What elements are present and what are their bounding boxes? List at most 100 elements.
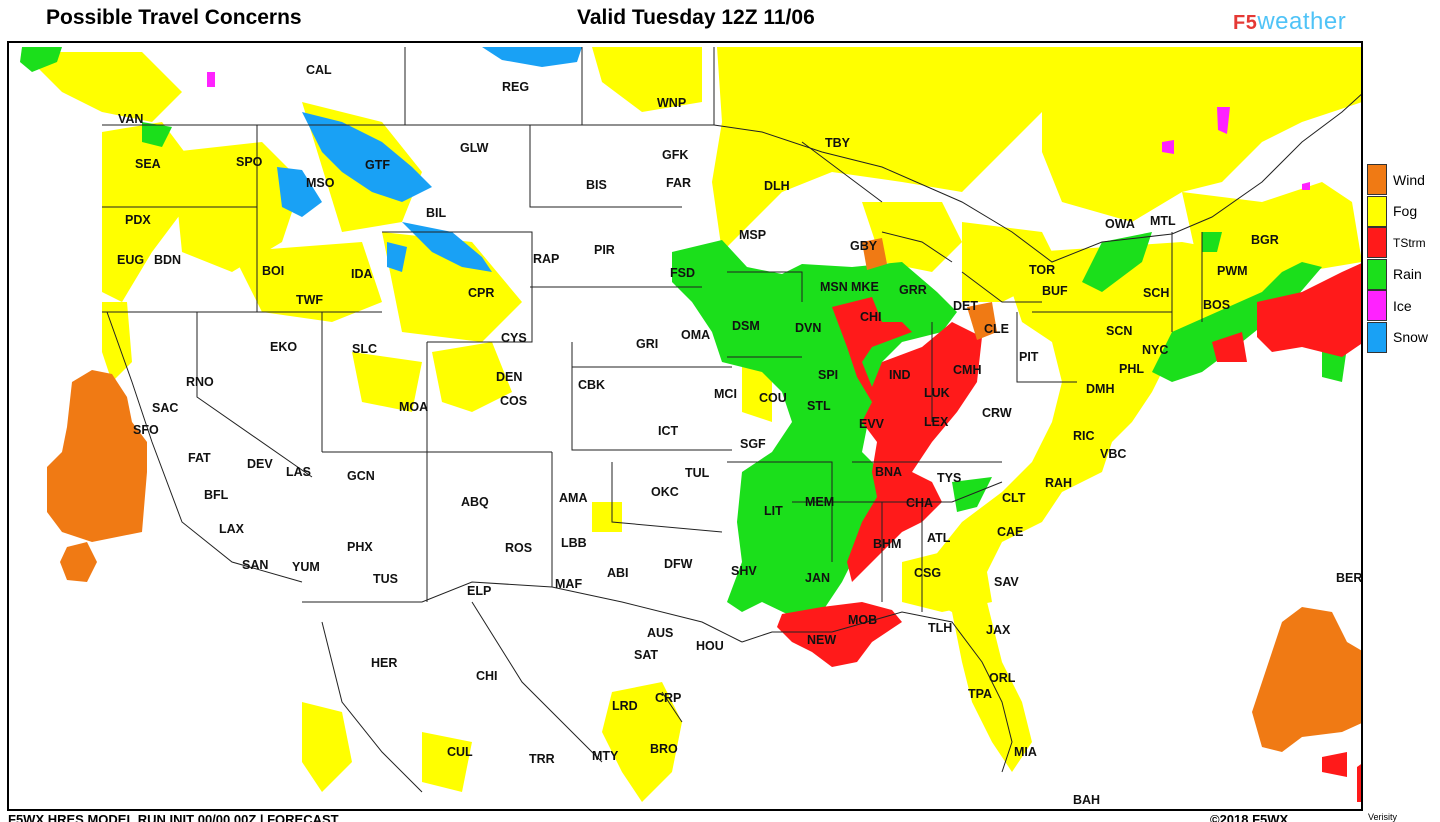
city-label: CAE <box>997 525 1023 539</box>
city-label: RNO <box>186 375 214 389</box>
legend-label: Wind <box>1393 171 1425 188</box>
city-label: STL <box>807 399 831 413</box>
city-label: SLC <box>352 342 377 356</box>
city-labels: CAL REG WNP VAN SEA SPO GTF GLW GFK BIS … <box>117 63 1361 807</box>
city-label: OWA <box>1105 217 1135 231</box>
city-label: SAV <box>994 575 1019 589</box>
city-label: GFK <box>662 148 688 162</box>
city-label: MSP <box>739 228 766 242</box>
city-label: COS <box>500 394 527 408</box>
city-label: MEM <box>805 495 834 509</box>
city-label: JAX <box>986 623 1011 637</box>
city-label: YUM <box>292 560 320 574</box>
city-label: PIT <box>1019 350 1039 364</box>
city-label: MSO <box>306 176 335 190</box>
city-label: CPR <box>468 286 494 300</box>
valid-time-label: Valid Tuesday 12Z 11/06 <box>577 6 815 29</box>
city-label: TYS <box>937 471 961 485</box>
city-label: GBY <box>850 239 878 253</box>
legend-item-snow: Snow <box>1367 321 1433 354</box>
city-label: BIL <box>426 206 447 220</box>
city-label: HER <box>371 656 397 670</box>
city-label: COU <box>759 391 787 405</box>
city-label: SFO <box>133 423 159 437</box>
city-label: CRW <box>982 406 1012 420</box>
city-label: DFW <box>664 557 693 571</box>
city-label: ORL <box>989 671 1016 685</box>
city-label: ICT <box>658 424 679 438</box>
legend-item-ice: Ice <box>1367 290 1433 322</box>
legend-item-wind: Wind <box>1367 164 1433 196</box>
legend-label: TStrm <box>1393 235 1426 250</box>
map-title: Possible Travel Concerns <box>46 6 302 29</box>
city-label: MTY <box>592 749 619 763</box>
city-label: SHV <box>731 564 757 578</box>
city-label: BRO <box>650 742 678 756</box>
city-label: MTL <box>1150 214 1176 228</box>
city-label: PHX <box>347 540 373 554</box>
city-label: BOS <box>1203 298 1230 312</box>
city-label: RIC <box>1073 429 1095 443</box>
city-label: IDA <box>351 267 373 281</box>
legend-item-tstrm: TStrm <box>1367 227 1433 259</box>
city-label: TWF <box>296 293 323 307</box>
city-label: VAN <box>118 112 143 126</box>
brand-logo: F5weather <box>1233 8 1346 36</box>
city-label: SPI <box>818 368 838 382</box>
legend-label: Fog <box>1393 203 1418 220</box>
city-label: CLT <box>1002 491 1026 505</box>
city-label: SGF <box>740 437 766 451</box>
travel-concerns-map[interactable]: CAL REG WNP VAN SEA SPO GTF GLW GFK BIS … <box>7 41 1363 811</box>
city-label: HOU <box>696 639 724 653</box>
city-label: BAH <box>1073 793 1100 807</box>
legend-swatch <box>1367 227 1387 259</box>
city-label: SPO <box>236 155 263 169</box>
fog-areas <box>22 47 1361 802</box>
city-label: TOR <box>1029 263 1055 277</box>
city-label: DSM <box>732 319 760 333</box>
legend-item-rain: Rain <box>1367 258 1433 291</box>
city-label: RAH <box>1045 476 1072 490</box>
legend-swatch <box>1367 321 1387 353</box>
city-label: SAT <box>634 648 658 662</box>
city-label: TUS <box>373 572 398 586</box>
city-label: OMA <box>681 328 710 342</box>
city-label: LAS <box>286 465 311 479</box>
city-label: DET <box>953 299 978 313</box>
wind-areas <box>47 238 1361 752</box>
city-label: CYS <box>501 331 527 345</box>
city-label: TPA <box>968 687 992 701</box>
legend-swatch <box>1367 164 1387 196</box>
city-label: CAL <box>306 63 332 77</box>
city-label: AUS <box>647 626 673 640</box>
vendor-mark: Verisity <box>1368 812 1398 822</box>
city-label: LBB <box>561 536 587 550</box>
city-label: SCN <box>1106 324 1132 338</box>
city-label: FAT <box>188 451 211 465</box>
city-label: BHM <box>873 537 901 551</box>
city-label: MIA <box>1014 745 1037 759</box>
city-label: LUK <box>924 386 950 400</box>
city-label: AMA <box>559 491 587 505</box>
city-label: EKO <box>270 340 297 354</box>
city-label: CLE <box>984 322 1009 336</box>
city-label: VBC <box>1100 447 1126 461</box>
city-label: BDN <box>154 253 181 267</box>
city-label: BFL <box>204 488 229 502</box>
city-label: DVN <box>795 321 821 335</box>
city-label: BIS <box>586 178 607 192</box>
legend-label: Snow <box>1393 329 1429 346</box>
city-label: CBK <box>578 378 605 392</box>
copyright-footer: ©2018 F5WX <box>1210 812 1289 822</box>
city-label: SAC <box>152 401 178 415</box>
city-label: BUF <box>1042 284 1068 298</box>
city-label: BNA <box>875 465 902 479</box>
legend-label: Rain <box>1393 266 1422 283</box>
city-label: RAP <box>533 252 559 266</box>
city-label: JAN <box>805 571 830 585</box>
city-label: ABQ <box>461 495 489 509</box>
city-label: GRR <box>899 283 927 297</box>
city-label: TUL <box>685 466 710 480</box>
city-label: LEX <box>924 415 949 429</box>
city-label: CUL <box>447 745 473 759</box>
